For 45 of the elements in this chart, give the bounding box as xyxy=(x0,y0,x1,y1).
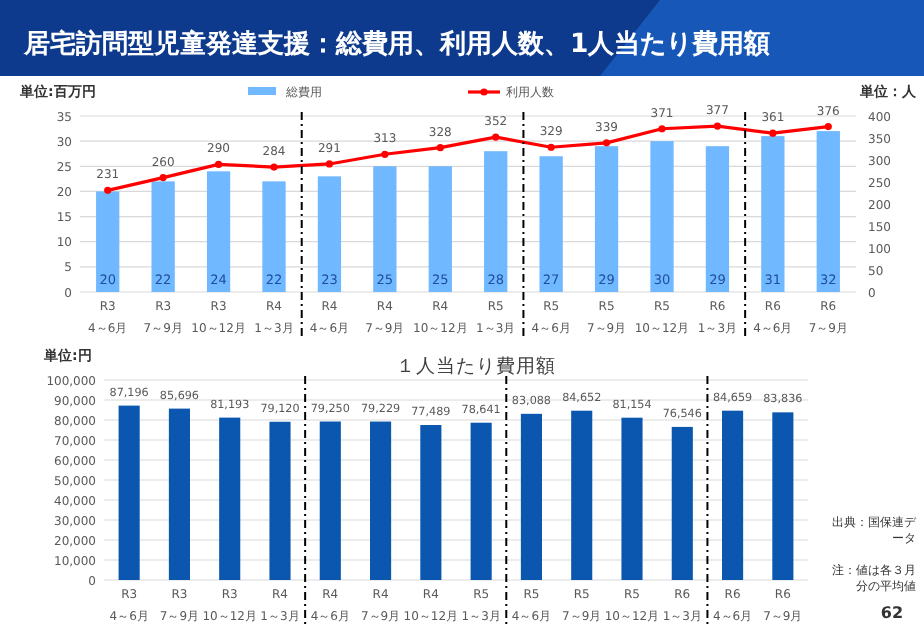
point xyxy=(658,125,666,133)
bar xyxy=(168,408,190,580)
bar xyxy=(96,191,120,292)
bar xyxy=(118,405,140,580)
bar xyxy=(772,412,794,580)
bar xyxy=(539,156,563,292)
text: 62 xyxy=(878,604,906,624)
bar xyxy=(151,181,175,292)
bar xyxy=(319,421,341,580)
bar xyxy=(594,146,619,292)
point xyxy=(104,186,112,194)
point xyxy=(547,143,555,151)
bar xyxy=(650,141,674,292)
bar xyxy=(428,166,452,292)
bar xyxy=(269,421,291,580)
bar xyxy=(671,426,693,580)
point xyxy=(436,144,444,152)
bar xyxy=(370,421,392,580)
point xyxy=(381,150,389,158)
point xyxy=(270,163,278,171)
point xyxy=(769,129,777,137)
bar xyxy=(470,422,492,580)
bar xyxy=(705,146,730,292)
point xyxy=(713,122,722,130)
bar xyxy=(520,413,542,580)
bar xyxy=(262,181,286,292)
chart-title: １人当たり費用額 xyxy=(396,354,556,378)
bar xyxy=(761,136,785,292)
point xyxy=(824,122,832,131)
bar xyxy=(722,410,744,580)
bar xyxy=(484,151,508,292)
bar xyxy=(206,171,231,292)
bar xyxy=(621,417,643,580)
point xyxy=(214,160,223,168)
point xyxy=(602,139,611,147)
point xyxy=(325,160,334,168)
point xyxy=(159,174,167,182)
point xyxy=(492,133,500,141)
bar xyxy=(420,425,442,580)
bar xyxy=(571,410,593,580)
chart-title: 居宅訪問型児童発達支援：総費用、利用人数、1人当たり費用額 xyxy=(22,28,771,60)
bar xyxy=(219,417,241,580)
bar xyxy=(816,131,840,292)
bar xyxy=(317,176,342,292)
bar xyxy=(373,166,397,292)
